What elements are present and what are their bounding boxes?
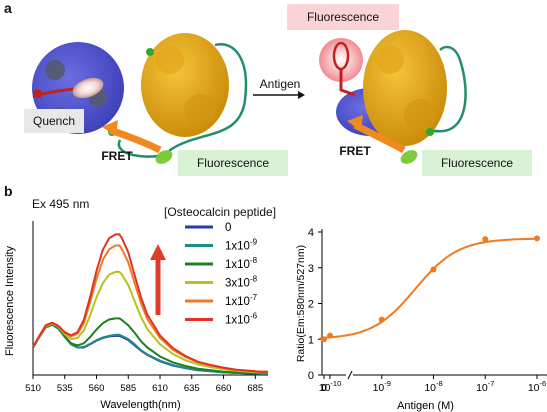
x-tick-label: 10-8: [424, 379, 442, 394]
y-tick-label: 3: [308, 263, 314, 275]
fit-curve: [319, 237, 537, 341]
data-point-3: [482, 236, 489, 243]
spectrum-series-3: [32, 270, 268, 374]
legend-label-3: 3x10-8: [225, 275, 258, 290]
y-tick-label: 2: [308, 299, 314, 311]
spectrum-series-5: [32, 233, 268, 373]
x-tick-label: 510: [25, 383, 41, 394]
x-axis-label: Wavelength(nm): [100, 399, 180, 411]
x-tick-label: 610: [152, 383, 168, 394]
x-tick-label: 635: [184, 383, 200, 394]
left-fret-arrow: [108, 126, 162, 154]
legend-label-2: 1x10-8: [225, 256, 258, 271]
left-fluorescence-label: Fluorescence: [178, 150, 288, 176]
top-fluorescence-label: Fluorescence: [287, 4, 399, 30]
x-tick-label: 10-7: [476, 379, 494, 394]
right-gold-domain: [363, 30, 447, 146]
y-tick-label: 1: [308, 334, 314, 346]
x-axis-label: Antigen (M): [397, 400, 454, 412]
spectrum-series-2: [32, 317, 268, 375]
left-linker: [117, 43, 248, 158]
right-fluorescence-label: Fluorescence: [422, 150, 532, 176]
panel-a-label: a: [4, 0, 12, 16]
y-axis-label: Ratio(Em:580nm/527nm): [295, 245, 307, 362]
x-tick-label: 560: [89, 383, 105, 394]
legend-title: [Osteocalcin peptide]: [164, 205, 277, 219]
y-tick-label: 4: [308, 227, 314, 239]
right-donor: [400, 150, 418, 164]
legend-label-4: 1x10-7: [225, 293, 258, 308]
right-fret-label: FRET: [339, 144, 371, 158]
left-construct: [32, 33, 248, 164]
right-linker: [429, 45, 467, 133]
x-tick-label: 0: [321, 382, 327, 394]
y-tick-label: 0: [308, 370, 314, 382]
spectrum-chart: 510 535 560 585 610 635 660 685 Wavelength(nm) Fl…: [4, 221, 268, 411]
left-donor: [155, 150, 173, 164]
data-point-0: [327, 332, 333, 339]
excitation-label: Ex 495 nm: [32, 197, 90, 211]
panel-b-label: b: [4, 183, 13, 199]
data-point-4: [534, 235, 540, 242]
fret-schematic: [32, 30, 467, 164]
x-tick-label: 535: [57, 383, 73, 394]
right-construct: [319, 30, 467, 164]
antigen-label: Antigen: [259, 77, 301, 91]
x-tick-label: 10-10: [319, 379, 342, 394]
x-tick-label: 10-9: [373, 379, 391, 394]
y-axis-label: Fluorescence Intensity: [4, 245, 16, 356]
data-point-1: [378, 316, 385, 323]
left-fret-label: FRET: [101, 149, 133, 163]
x-tick-label: 660: [216, 383, 232, 394]
legend-label-5: 1x10-6: [225, 312, 258, 327]
axis-break: [347, 370, 353, 380]
increase-arrow-head: [150, 244, 166, 260]
data-point-2: [430, 266, 437, 273]
quencher-blob: [72, 77, 104, 99]
legend-label-0: 0: [225, 222, 231, 234]
left-gold-domain: [141, 33, 229, 137]
x-tick-label: 10-6: [528, 379, 546, 394]
x-tick-label: 685: [247, 383, 263, 394]
x-tick-label: 585: [120, 383, 136, 394]
data-point-zero: [321, 336, 327, 343]
legend-label-1: 1x10-9: [225, 238, 258, 253]
fluorescence-glow: [319, 38, 363, 82]
quench-label: Quench: [24, 109, 84, 133]
